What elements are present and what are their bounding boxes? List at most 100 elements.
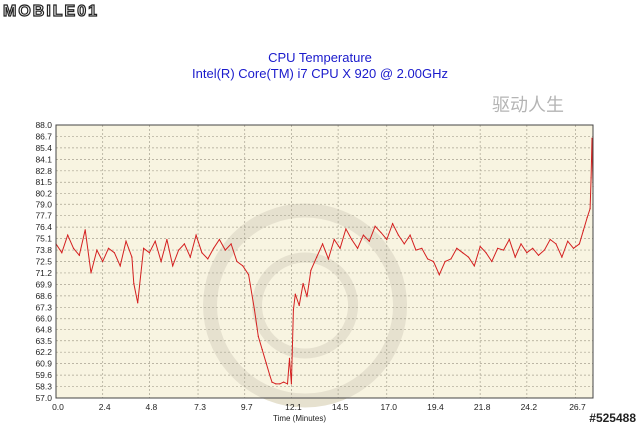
data-point [543,249,545,251]
data-point [444,260,446,263]
y-tick-label: 60.9 [35,359,52,369]
data-point [302,282,304,285]
data-point [374,225,376,227]
data-point [491,260,493,263]
x-tick-label: 17.0 [380,402,397,412]
data-point [253,309,256,311]
data-point [113,252,115,254]
data-point [183,243,186,245]
data-point [257,335,259,337]
data-point [356,247,359,249]
y-tick-label: 85.4 [35,143,52,153]
y-tick-label: 77.7 [35,211,52,221]
data-point [316,256,318,258]
y-tick-label: 82.8 [35,166,52,176]
data-point [201,252,203,254]
data-point [555,243,557,245]
data-point [351,238,353,241]
data-point [421,247,423,249]
data-point [427,258,429,260]
badge-logo: 驱动人生 [486,87,596,121]
data-point [265,362,267,364]
data-point [514,256,516,258]
data-point [230,243,232,245]
data-point [131,256,133,258]
y-tick-label: 72.5 [35,257,52,267]
y-tick-label: 66.0 [35,314,52,324]
site-logo: MOBILE01 [2,2,100,22]
y-tick-label: 88.0 [35,120,52,130]
data-point [283,381,285,383]
y-tick-label: 64.8 [35,324,52,334]
data-point [582,230,584,232]
badge-logo-icon: 驱动人生 [492,95,564,116]
data-point [456,247,458,249]
data-point [137,302,139,304]
data-point [288,357,291,359]
data-point [294,293,296,295]
data-point [142,247,145,249]
site-logo-text: MOBILE01 [2,2,100,20]
data-point [327,258,329,260]
data-point [508,238,510,241]
x-tick-label: 21.8 [474,402,491,412]
data-point [67,234,69,236]
data-point [78,254,80,256]
y-tick-label: 69.9 [35,279,52,289]
data-point [479,245,481,248]
data-point [321,243,324,245]
y-tick-label: 62.2 [35,347,52,357]
x-tick-label: 4.8 [145,402,157,412]
data-point [432,260,435,263]
y-tick-label: 76.4 [35,222,52,232]
data-point [119,265,121,267]
data-point [306,296,308,298]
data-point [218,238,221,241]
x-tick-label: 14.5 [332,402,349,412]
data-point [578,243,580,245]
data-point [467,256,470,258]
data-point [310,269,312,271]
data-point [195,234,197,236]
y-tick-label: 67.3 [35,302,52,312]
x-tick-label: 9.7 [241,402,253,412]
y-tick-label: 75.1 [35,234,52,244]
data-point [269,375,271,377]
y-tick-label: 79.0 [35,199,52,209]
x-tick-label: 0.0 [52,402,64,412]
data-point [450,258,452,260]
data-point [84,229,86,231]
data-point [380,231,382,234]
data-point [275,383,277,385]
data-point [386,238,388,241]
data-point [572,247,575,249]
data-point [90,272,92,274]
y-tick-label: 73.8 [35,245,52,255]
data-point [261,348,263,351]
data-point [532,247,534,249]
data-point [107,247,110,249]
data-point [172,265,174,267]
data-point [497,247,499,249]
y-tick-label: 84.1 [35,154,52,164]
data-point [415,249,417,251]
data-point [345,228,347,230]
data-point [248,274,250,276]
data-point [290,383,293,385]
data-point [242,265,244,267]
x-tick-label: 7.3 [194,402,206,412]
data-point [279,383,281,385]
y-tick-label: 86.7 [35,131,52,141]
data-point [236,260,238,263]
y-tick-label: 58.3 [35,382,52,392]
y-tick-label: 71.2 [35,268,52,278]
data-point [590,177,592,179]
data-point [391,223,394,225]
data-point [224,249,226,251]
y-tick-label: 57.0 [35,393,52,403]
data-point [586,216,588,219]
data-point [561,256,563,258]
y-tick-label: 59.6 [35,370,52,380]
chart-title: CPU Temperature [268,50,372,65]
badge-logo-text: 驱动人生 [492,95,564,116]
